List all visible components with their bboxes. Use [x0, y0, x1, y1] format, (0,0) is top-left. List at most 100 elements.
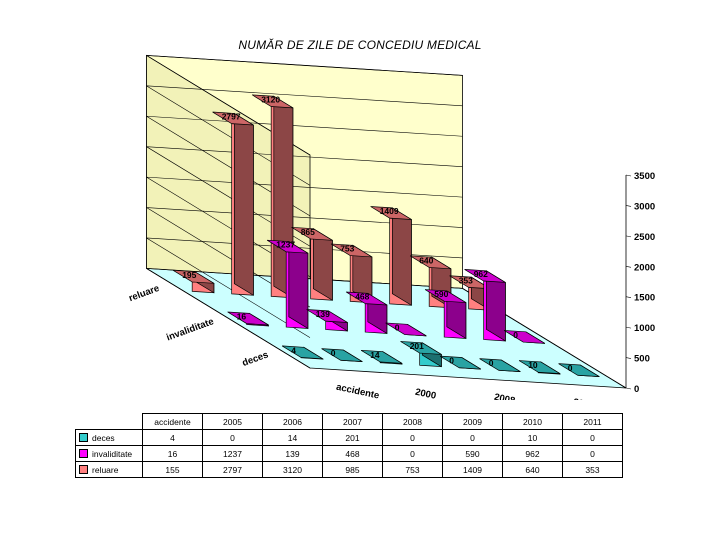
series-axis-label: reluare [127, 283, 161, 304]
table-row-label: reluare [75, 461, 143, 478]
y-tick-label: 2500 [634, 232, 655, 243]
table-cell: 14 [262, 429, 323, 446]
data-label: 865 [301, 227, 315, 237]
table-row-label: deces [75, 429, 143, 446]
legend-label: invaliditate [92, 448, 133, 459]
y-tick [625, 265, 632, 268]
series-axis-label: deces [241, 349, 270, 369]
bar-top-deces-2005 [321, 348, 363, 362]
data-label: 468 [355, 291, 369, 301]
data-label: 753 [340, 243, 354, 253]
table-cell: 4 [142, 429, 203, 446]
table-cell: 0 [442, 429, 503, 446]
y-tick-label: 3000 [634, 201, 655, 212]
table-cell: 1237 [202, 445, 263, 462]
table-cell: 155 [142, 461, 203, 478]
data-label: 353 [459, 275, 473, 285]
table-cell: 590 [442, 445, 503, 462]
bar-top-deces-2010 [518, 360, 561, 374]
bar-top-reluare-2005 [212, 111, 254, 126]
bar-top-deces-2008 [439, 355, 482, 370]
y-tick-label: 1000 [634, 323, 655, 334]
gridline [146, 85, 463, 186]
legend-key [79, 448, 88, 458]
chart-title: NUMĂR DE ZILE DE CONCEDIU MEDICAL [238, 38, 482, 52]
table-cell: 0 [202, 429, 263, 446]
bar-top-invaliditate-2007 [345, 291, 388, 306]
table-corner [76, 414, 143, 430]
bar-top-deces-2009 [479, 358, 521, 372]
bar-top-deces-2006 [360, 349, 403, 364]
gridline [146, 146, 463, 247]
y-tick [625, 296, 632, 299]
table-header-cell: 2006 [262, 413, 323, 430]
y-tick [625, 205, 632, 207]
table-cell: 753 [382, 461, 443, 478]
y-tick [625, 326, 632, 329]
bar-side-invaliditate-2005 [288, 240, 309, 330]
bar-top-reluare-2011 [449, 275, 491, 290]
data-label: 0 [331, 348, 336, 358]
bar-top-reluare-2006 [251, 94, 294, 109]
bar-top-reluare-2010 [409, 255, 452, 270]
data-label: 0 [513, 330, 518, 340]
data-label: 0 [568, 363, 573, 373]
legend-label: deces [92, 432, 115, 443]
data-label: 3120 [261, 94, 280, 104]
table-cell: 201 [322, 429, 383, 446]
y-tick-label: 0 [634, 384, 639, 395]
table-cell: 0 [562, 429, 623, 446]
bar-top-invaliditate-2009 [424, 289, 467, 303]
bar-top-deces-accidente [281, 345, 324, 360]
data-label: 1237 [276, 240, 295, 250]
table-cell: 10 [502, 429, 563, 446]
y-tick [625, 174, 632, 177]
y-tick [625, 357, 632, 359]
table-cell: 2797 [202, 461, 263, 478]
table-row-label: invaliditate [75, 445, 143, 462]
table-header-row: accidente 2005 2006 2007 2008 2009 2010 2011 [76, 413, 623, 430]
table-header-cell: 2010 [502, 413, 563, 430]
table-header-cell: 2005 [202, 413, 263, 430]
category-axis-label: accidente [335, 382, 380, 400]
y-tick-label: 3500 [634, 171, 655, 182]
table-header-cell: 2007 [322, 413, 383, 430]
data-label: 640 [419, 255, 433, 265]
data-label: 139 [316, 309, 330, 319]
bar-top-reluare-2007 [291, 226, 333, 241]
gridline [146, 115, 463, 217]
data-label: 16 [237, 311, 247, 321]
data-label: 14 [370, 350, 380, 360]
table-header-cell: 2008 [382, 413, 443, 430]
y-tick-label: 1500 [634, 293, 655, 304]
category-axis-label: 2008 [493, 392, 516, 400]
y-tick [625, 235, 632, 238]
table-cell: 3120 [262, 461, 323, 478]
bar-side-reluare-2005 [233, 112, 254, 296]
table-row: reluare 155 2797 3120 985 753 1409 640 353 [75, 461, 623, 478]
table-header-cell: accidente [142, 413, 203, 430]
gridline [146, 176, 463, 277]
bar-top-invaliditate-2008 [385, 322, 427, 337]
table-cell: 139 [262, 445, 323, 462]
table-cell: 1409 [442, 461, 503, 478]
legend-key [79, 464, 88, 474]
table-cell: 353 [562, 461, 623, 478]
table-row: invaliditate 16 1237 139 468 0 590 962 0 [75, 445, 623, 462]
data-table: accidente 2005 2006 2007 2008 2009 2010 2011 dec… [75, 413, 623, 478]
data-label: 0 [489, 358, 494, 368]
data-label: 1409 [380, 206, 399, 216]
bar-top-reluare-accidente [172, 269, 215, 284]
table-cell: 16 [142, 445, 203, 462]
bar-top-deces-2011 [558, 363, 600, 377]
data-label: 201 [410, 341, 424, 351]
category-axis-label: 2010 [572, 397, 595, 400]
bar-top-invaliditate-accidente [227, 311, 269, 326]
data-label: 2797 [222, 112, 241, 122]
table-cell: 962 [502, 445, 563, 462]
data-label: 10 [528, 360, 538, 370]
table-cell: 640 [502, 461, 563, 478]
bar-top-invaliditate-2011 [503, 330, 546, 344]
bar-top-reluare-2008 [330, 243, 373, 258]
legend-key [79, 432, 88, 442]
